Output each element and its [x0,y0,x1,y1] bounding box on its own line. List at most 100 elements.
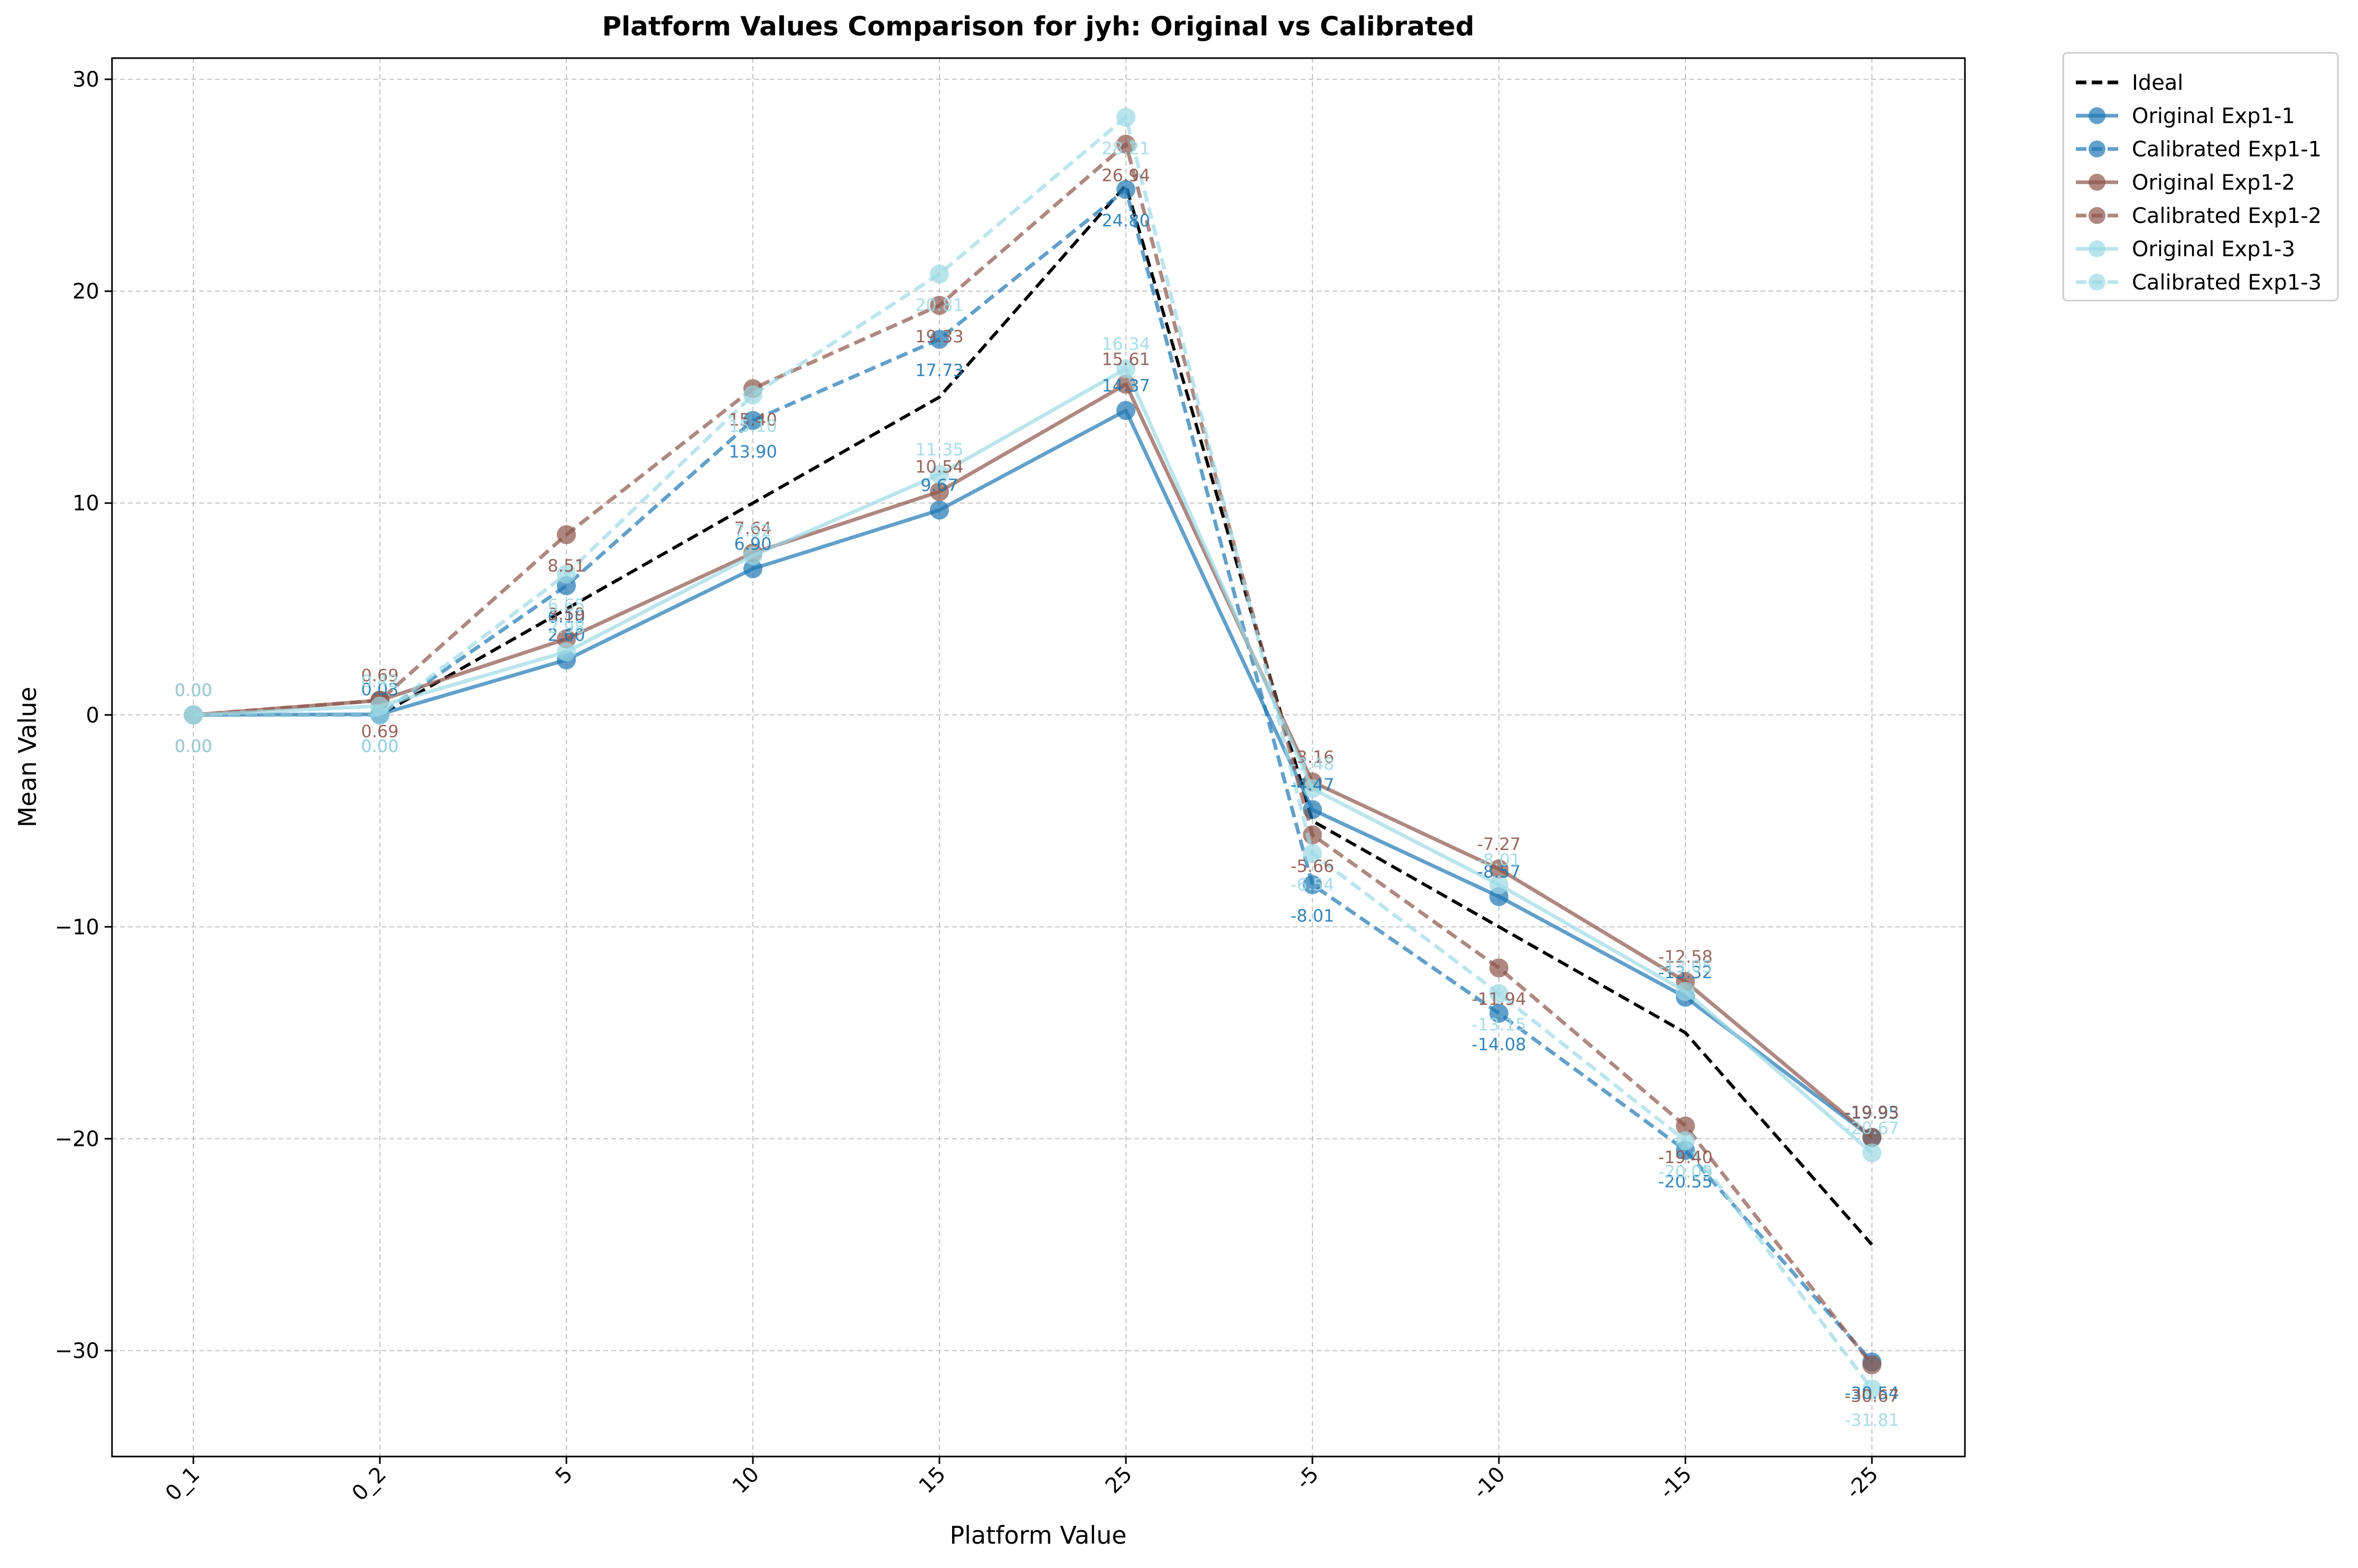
data-label: -3.48 [1291,754,1335,774]
data-label: 7.64 [734,518,771,538]
data-label: 15.61 [1102,349,1150,369]
data-point [1862,1379,1881,1399]
data-point [743,546,762,565]
data-point [1116,400,1135,420]
data-point [1489,958,1508,978]
legend-label: Ideal [2132,71,2183,95]
data-label: 0.00 [174,736,212,756]
data-label: 7.52 [734,521,771,541]
data-point [1489,984,1508,1003]
legend-label: Original Exp1-2 [2132,171,2295,195]
data-point [1489,875,1508,894]
data-label: -5.66 [1291,856,1335,876]
data-label: -11.94 [1471,989,1526,1009]
y-tick-label: −10 [55,915,99,939]
data-point [1862,1355,1881,1375]
data-label: 0.42 [361,671,398,691]
data-point [184,705,203,725]
data-label: -13.32 [1658,963,1712,983]
data-label: 0.00 [361,736,398,756]
x-axis-label: Platform Value [950,1521,1127,1550]
data-point [1862,1143,1881,1163]
y-tick-label: 0 [86,703,99,727]
data-point [1116,180,1135,199]
plot-frame [111,57,1966,1458]
data-label: 16.34 [1102,334,1150,354]
data-label: 14.37 [1102,376,1150,396]
data-label: -4.47 [1291,775,1335,795]
data-point [930,330,949,349]
legend-box [2062,52,2339,302]
series-line [193,382,1874,1139]
legend-marker [2089,240,2105,257]
data-point [557,525,576,544]
data-label: -31.81 [1844,1410,1899,1430]
data-label: 11.35 [915,440,964,460]
data-label: 2.60 [547,625,585,645]
legend-marker [2089,107,2105,124]
data-label: -19.40 [1658,1147,1712,1167]
data-label: 13.90 [729,442,777,462]
data-point [1676,1131,1695,1151]
data-label: 6.65 [547,595,585,615]
series-group [184,107,1881,1399]
legend-label: Calibrated Exp1-2 [2132,204,2322,228]
data-label: -8.01 [1291,906,1335,926]
data-point [1303,779,1322,798]
data-point [1676,982,1695,1001]
data-point [930,500,949,520]
data-label: 8.51 [547,556,585,576]
data-label: 15.40 [729,410,777,430]
data-label: -6.54 [1291,875,1335,895]
data-label: 0.00 [174,680,212,700]
data-label: 0.00 [361,736,398,756]
data-label: -20.55 [1658,1171,1712,1191]
data-label: -20.09 [1658,1162,1712,1182]
data-label: 24.80 [1102,211,1150,231]
y-tick-label: 20 [72,279,99,304]
legend-label: Original Exp1-1 [2132,104,2295,128]
data-point [1116,107,1135,127]
data-point [930,296,949,315]
data-label: -19.93 [1844,1103,1899,1123]
legend-label: Original Exp1-3 [2132,237,2295,262]
data-point [1116,359,1135,378]
data-label: 15.10 [729,416,777,436]
grid [112,58,1965,1457]
data-point [743,385,762,405]
data-point [930,264,949,284]
data-point [370,705,389,725]
data-label: 2.98 [547,617,585,637]
data-label: -14.08 [1471,1034,1526,1054]
data-label: -13.05 [1658,957,1712,977]
data-label: 26.94 [1102,165,1150,185]
data-label: 0.69 [361,666,398,686]
series-line [193,115,1874,1390]
legend-label: Calibrated Exp1-1 [2132,137,2322,162]
y-tick-label: 30 [72,68,99,92]
data-point [1489,1003,1508,1023]
data-label: 0.00 [174,736,212,756]
y-tick-label: 10 [72,491,99,516]
data-label: -8.57 [1477,862,1521,882]
data-label: -19.95 [1844,1103,1899,1123]
data-label: 9.67 [920,475,958,495]
legend-marker [2089,141,2105,157]
data-point [1116,134,1135,154]
data-label: 0.69 [361,722,398,742]
data-label: 20.81 [915,295,964,315]
series-0 [193,183,1874,1246]
data-label: 6.90 [734,534,771,554]
legend-marker [2089,174,2105,191]
y-tick-label: −30 [55,1339,99,1363]
data-point [1303,844,1322,863]
y-axis-label: Mean Value [13,687,42,827]
data-label: 17.73 [915,360,964,380]
data-point [557,642,576,661]
series-line [193,408,1874,1140]
data-label: -30.67 [1844,1386,1899,1406]
data-label: 0.00 [174,736,212,756]
series-6 [184,107,1881,1399]
data-label: 3.59 [547,604,585,624]
